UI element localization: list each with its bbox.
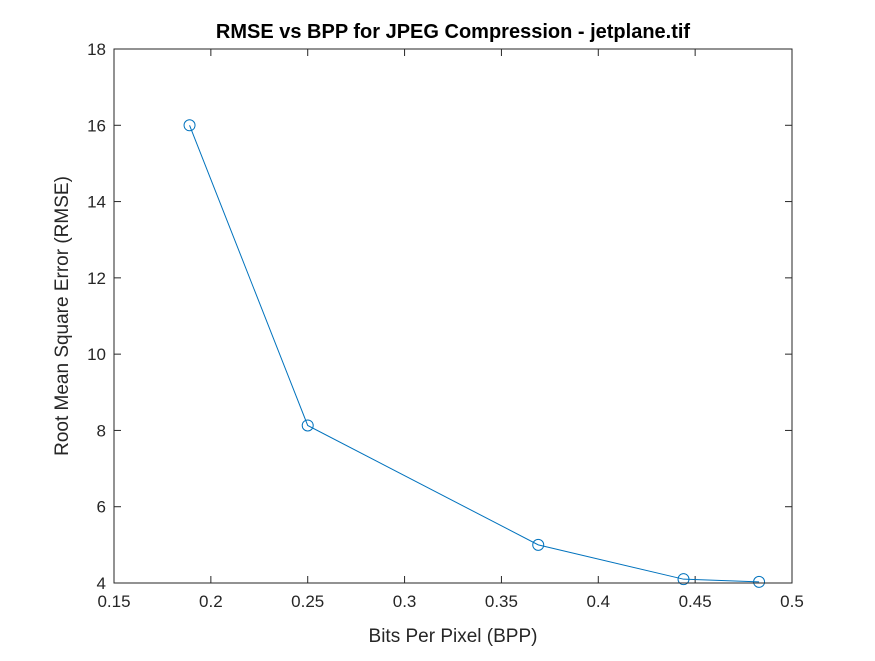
y-axis-label: Root Mean Square Error (RMSE) (52, 176, 73, 456)
y-tick-label: 8 (97, 421, 106, 440)
series-layer (183, 119, 766, 588)
x-tick-label: 0.35 (485, 592, 518, 611)
x-tick-label: 0.45 (679, 592, 712, 611)
x-tick-label: 0.2 (199, 592, 223, 611)
y-tick-label: 6 (97, 498, 106, 517)
y-tick-label: 4 (97, 574, 106, 593)
y-tick-label: 18 (87, 40, 106, 59)
data-point-marker (532, 538, 545, 551)
x-axis-label: Bits Per Pixel (BPP) (369, 626, 538, 647)
y-tick-label: 16 (87, 116, 106, 135)
data-point-marker (301, 419, 314, 432)
x-tick-label: 0.15 (97, 592, 130, 611)
ticks-layer: 0.15 0.2 0.25 0.3 0.35 0.4 0.45 0.5 4 6 8 10 12 14 16 1… (87, 40, 804, 611)
data-point-marker (753, 575, 766, 588)
data-point-marker (183, 119, 196, 132)
x-tick-label: 0.3 (393, 592, 417, 611)
y-tick-label: 12 (87, 269, 106, 288)
y-tick-label: 14 (87, 193, 106, 212)
data-point-marker (677, 573, 690, 586)
series-line (189, 125, 760, 583)
plot-area (114, 49, 792, 583)
axes-box (113, 48, 793, 584)
y-tick-label: 10 (87, 345, 106, 364)
x-tick-label: 0.5 (780, 592, 804, 611)
x-tick-label: 0.4 (586, 592, 610, 611)
x-tick-label: 0.25 (291, 592, 324, 611)
chart-title: RMSE vs BPP for JPEG Compression - jetpl… (216, 21, 691, 43)
